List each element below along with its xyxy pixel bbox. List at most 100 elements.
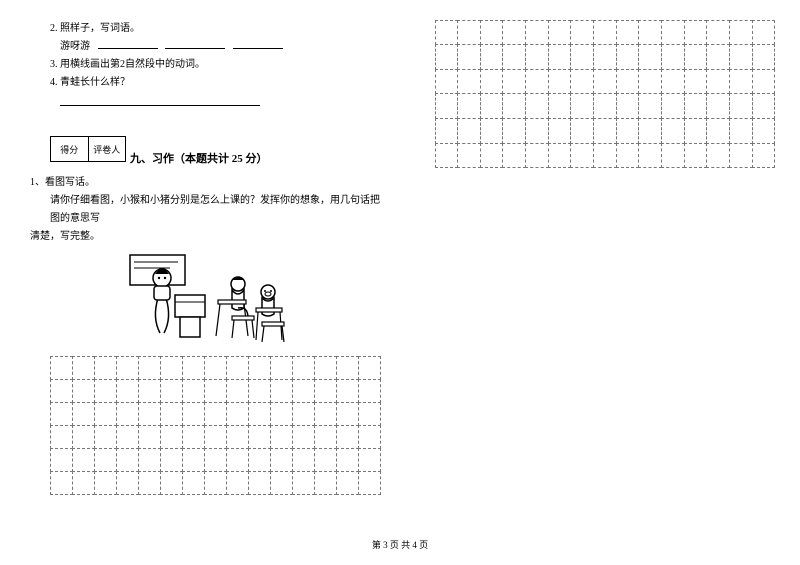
writing-cell[interactable] [706,93,730,119]
writing-cell[interactable] [204,379,227,403]
q2-blank-2[interactable] [165,39,225,49]
writing-cell[interactable] [480,143,504,169]
writing-cell[interactable] [248,356,271,380]
writing-cell[interactable] [616,93,640,119]
writing-cell[interactable] [94,425,117,449]
writing-cell[interactable] [314,402,337,426]
writing-cell[interactable] [72,356,95,380]
writing-cell[interactable] [138,471,161,495]
writing-cell[interactable] [752,118,776,144]
writing-cell[interactable] [116,471,139,495]
writing-cell[interactable] [638,118,662,144]
writing-cell[interactable] [548,93,572,119]
writing-cell[interactable] [292,425,315,449]
writing-cell[interactable] [548,20,572,46]
writing-cell[interactable] [616,69,640,95]
writing-cell[interactable] [314,471,337,495]
writing-cell[interactable] [593,118,617,144]
writing-cell[interactable] [548,143,572,169]
writing-cell[interactable] [457,93,481,119]
writing-cell[interactable] [616,44,640,70]
writing-cell[interactable] [94,356,117,380]
writing-cell[interactable] [752,69,776,95]
writing-cell[interactable] [292,356,315,380]
writing-cell[interactable] [314,356,337,380]
writing-cell[interactable] [116,402,139,426]
q2-blank-3[interactable] [233,39,283,49]
writing-cell[interactable] [138,379,161,403]
writing-cell[interactable] [729,118,753,144]
writing-cell[interactable] [270,425,293,449]
writing-cell[interactable] [248,402,271,426]
writing-cell[interactable] [94,448,117,472]
writing-cell[interactable] [525,93,549,119]
writing-cell[interactable] [160,448,183,472]
writing-cell[interactable] [204,448,227,472]
writing-cell[interactable] [270,356,293,380]
writing-cell[interactable] [138,448,161,472]
writing-cell[interactable] [358,471,381,495]
writing-cell[interactable] [270,471,293,495]
writing-cell[interactable] [270,448,293,472]
writing-cell[interactable] [661,118,685,144]
writing-cell[interactable] [457,44,481,70]
writing-grid-right[interactable] [435,20,775,168]
writing-cell[interactable] [336,425,359,449]
writing-cell[interactable] [548,69,572,95]
writing-cell[interactable] [729,20,753,46]
writing-cell[interactable] [729,69,753,95]
writing-cell[interactable] [593,143,617,169]
writing-cell[interactable] [593,44,617,70]
writing-cell[interactable] [638,20,662,46]
writing-cell[interactable] [358,379,381,403]
writing-cell[interactable] [292,448,315,472]
writing-cell[interactable] [638,93,662,119]
writing-cell[interactable] [729,93,753,119]
writing-cell[interactable] [160,379,183,403]
writing-cell[interactable] [457,118,481,144]
writing-cell[interactable] [706,69,730,95]
writing-cell[interactable] [502,69,526,95]
writing-cell[interactable] [50,379,73,403]
writing-cell[interactable] [525,143,549,169]
writing-cell[interactable] [226,471,249,495]
writing-cell[interactable] [616,143,640,169]
writing-cell[interactable] [706,44,730,70]
writing-cell[interactable] [435,93,459,119]
writing-cell[interactable] [525,44,549,70]
writing-cell[interactable] [358,425,381,449]
writing-cell[interactable] [226,402,249,426]
writing-cell[interactable] [336,471,359,495]
writing-cell[interactable] [116,356,139,380]
writing-cell[interactable] [50,471,73,495]
writing-cell[interactable] [684,20,708,46]
writing-cell[interactable] [480,44,504,70]
writing-cell[interactable] [457,143,481,169]
writing-cell[interactable] [94,379,117,403]
writing-cell[interactable] [684,118,708,144]
writing-cell[interactable] [502,143,526,169]
writing-cell[interactable] [314,448,337,472]
writing-cell[interactable] [638,69,662,95]
writing-cell[interactable] [638,143,662,169]
writing-cell[interactable] [314,379,337,403]
writing-cell[interactable] [684,93,708,119]
writing-cell[interactable] [548,118,572,144]
writing-cell[interactable] [182,379,205,403]
writing-cell[interactable] [226,425,249,449]
writing-cell[interactable] [270,379,293,403]
writing-cell[interactable] [182,471,205,495]
writing-cell[interactable] [336,402,359,426]
writing-cell[interactable] [684,44,708,70]
writing-cell[interactable] [270,402,293,426]
writing-cell[interactable] [336,379,359,403]
writing-cell[interactable] [248,448,271,472]
writing-cell[interactable] [72,379,95,403]
writing-cell[interactable] [570,118,594,144]
writing-cell[interactable] [248,471,271,495]
writing-cell[interactable] [248,379,271,403]
writing-cell[interactable] [729,143,753,169]
writing-cell[interactable] [752,143,776,169]
writing-cell[interactable] [182,425,205,449]
writing-cell[interactable] [570,20,594,46]
